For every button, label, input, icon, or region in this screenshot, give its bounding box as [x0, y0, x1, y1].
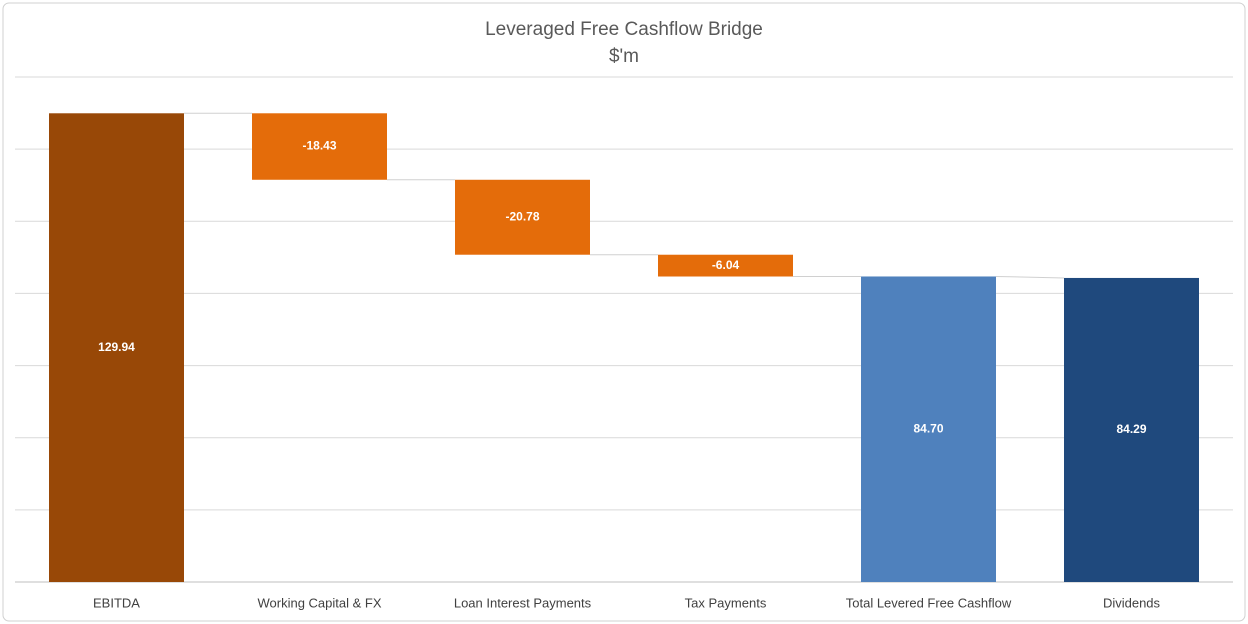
value-label: 129.94: [98, 340, 135, 354]
x-tick-label: Tax Payments: [685, 595, 767, 610]
value-label: -18.43: [302, 139, 336, 153]
bar: [455, 179, 590, 255]
bar: [1064, 277, 1199, 582]
chart-subtitle: $'m: [609, 46, 639, 67]
value-label: -20.78: [505, 209, 539, 223]
bar: [861, 276, 996, 582]
bar: [252, 113, 387, 180]
x-tick-label: Total Levered Free Cashflow: [846, 595, 1012, 610]
x-tick-label: EBITDA: [93, 595, 140, 610]
x-tick-label: Dividends: [1103, 595, 1161, 610]
value-label: 84.70: [913, 421, 943, 435]
bar: [49, 113, 184, 583]
value-label: -6.04: [712, 258, 740, 272]
value-label: 84.29: [1116, 422, 1146, 436]
x-tick-label: Loan Interest Payments: [454, 595, 592, 610]
x-tick-label: Working Capital & FX: [257, 595, 381, 610]
connector: [995, 275, 1065, 279]
bar: [658, 254, 793, 277]
chart-title: Leveraged Free Cashflow Bridge: [485, 19, 763, 40]
